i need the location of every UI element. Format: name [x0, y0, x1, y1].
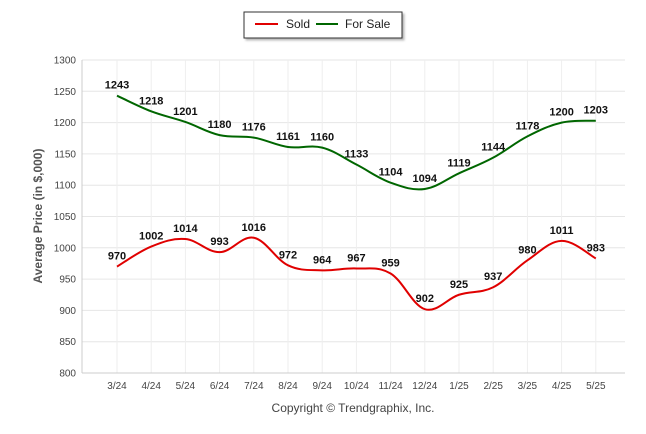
x-tick-label: 3/24	[107, 381, 127, 392]
data-label-sold: 902	[416, 293, 434, 305]
y-tick-label: 1000	[54, 243, 77, 254]
y-tick-label: 900	[59, 306, 76, 317]
x-tick-label: 2/25	[483, 381, 503, 392]
y-axis-label: Average Price (in $,000)	[31, 149, 45, 284]
y-tick-label: 800	[59, 369, 76, 380]
data-label-sold: 937	[484, 271, 502, 283]
series-lines	[116, 94, 597, 311]
data-label-for-sale: 1180	[208, 119, 232, 131]
data-label-sold: 970	[108, 251, 126, 263]
data-label-for-sale: 1218	[139, 95, 163, 107]
y-tick-label: 1100	[54, 181, 76, 192]
legend: Sold For Sale	[243, 11, 403, 39]
data-label-sold: 925	[450, 279, 468, 291]
data-label-sold: 993	[210, 236, 228, 248]
y-tick-label: 950	[59, 275, 76, 286]
data-label-for-sale: 1161	[276, 131, 300, 143]
data-label-sold: 959	[381, 257, 399, 269]
x-tick-label: 4/25	[552, 381, 572, 392]
y-tick-label: 850	[59, 337, 76, 348]
data-label-sold: 983	[587, 242, 605, 254]
data-labels: 970 1002 1014 993 1016 972 964 967 959 902 925 937 9…	[105, 80, 608, 305]
y-tick-label: 1200	[54, 118, 77, 129]
data-label-sold: 964	[313, 254, 332, 266]
data-label-for-sale: 1203	[584, 105, 608, 117]
data-label-for-sale: 1178	[515, 120, 539, 132]
data-label-for-sale: 1243	[105, 80, 129, 92]
x-tick-label: 9/24	[312, 381, 332, 392]
legend-label-sold: Sold	[286, 17, 310, 31]
series-line-for-sale	[116, 94, 596, 191]
data-label-sold: 1002	[139, 231, 163, 243]
data-label-for-sale: 1201	[173, 106, 197, 118]
data-label-sold: 980	[518, 244, 536, 256]
data-label-for-sale: 1200	[549, 107, 573, 119]
legend-label-for-sale: For Sale	[345, 17, 391, 31]
x-tick-label: 7/24	[244, 381, 264, 392]
data-label-sold: 1011	[550, 225, 574, 237]
data-label-sold: 1016	[242, 222, 266, 234]
y-tick-label: 1250	[54, 87, 77, 98]
data-label-sold: 1014	[173, 223, 198, 235]
series-line-sold	[116, 236, 597, 311]
y-tick-label: 1150	[54, 149, 76, 160]
y-tick-label: 1050	[54, 212, 77, 223]
data-label-for-sale: 1094	[413, 173, 438, 185]
x-tick-label: 12/24	[412, 381, 437, 392]
x-tick-label: 1/25	[449, 381, 469, 392]
x-tick-label: 10/24	[344, 381, 369, 392]
x-tick-label: 3/25	[518, 381, 538, 392]
y-tick-label: 1300	[54, 56, 77, 67]
data-label-for-sale: 1144	[481, 142, 506, 154]
data-label-for-sale: 1160	[310, 132, 334, 144]
x-tick-label: 5/24	[176, 381, 196, 392]
x-tick-label: 4/24	[141, 381, 161, 392]
x-tick-label: 6/24	[210, 381, 230, 392]
data-label-for-sale: 1119	[447, 157, 470, 169]
y-axis-ticks: 800 850 900 950 1000 1050 1100 1150 1200 1250 1300	[54, 56, 77, 380]
copyright-credit: Copyright © Trendgraphix, Inc.	[272, 401, 435, 415]
data-label-for-sale: 1133	[344, 149, 368, 161]
data-label-sold: 972	[279, 249, 297, 261]
plot-area	[81, 60, 625, 374]
x-tick-label: 5/25	[586, 381, 606, 392]
gridlines	[82, 59, 625, 374]
x-tick-label: 8/24	[278, 381, 298, 392]
data-label-for-sale: 1104	[379, 167, 404, 179]
x-axis-ticks: 3/24 4/24 5/24 6/24 7/24 8/24 9/24 10/24 11/24 12…	[107, 381, 606, 392]
data-label-sold: 967	[347, 252, 365, 264]
data-label-for-sale: 1176	[242, 122, 266, 134]
x-tick-label: 11/24	[378, 381, 403, 392]
